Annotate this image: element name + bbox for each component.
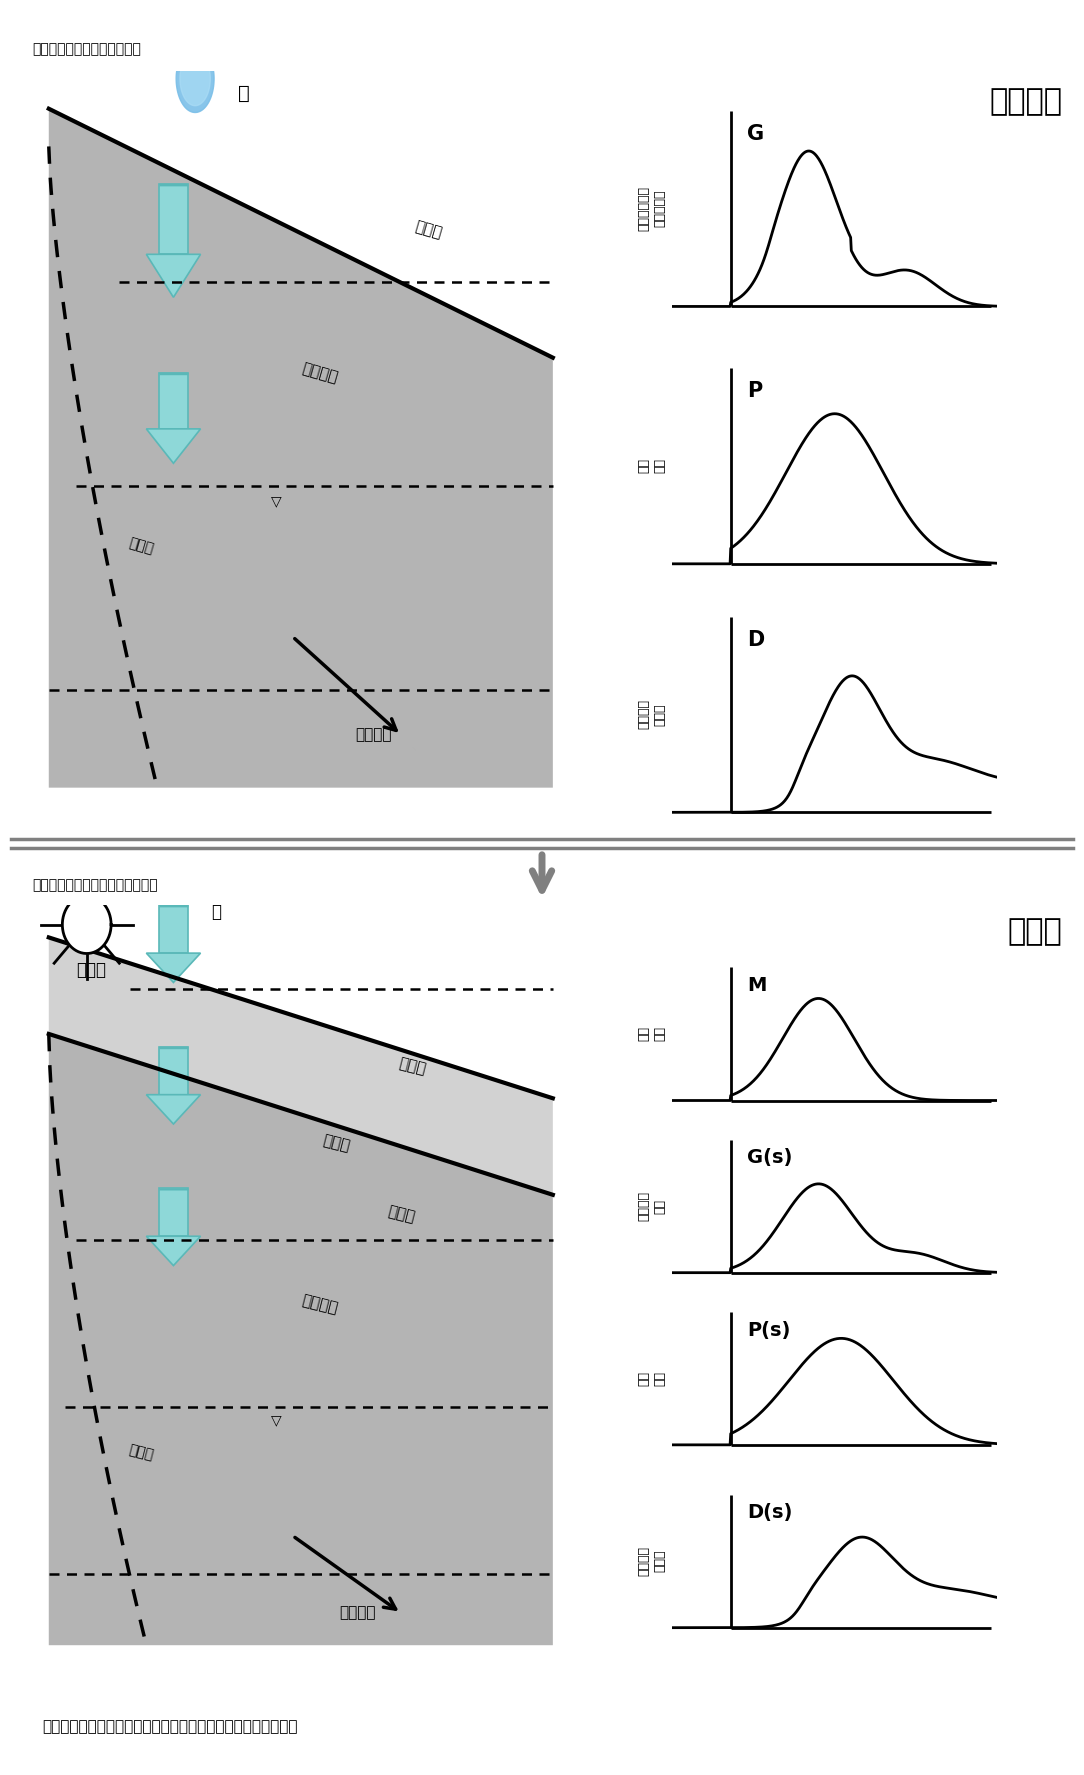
Text: 融雪
水量: 融雪 水量 bbox=[637, 1026, 667, 1042]
Text: すべり面: すべり面 bbox=[356, 728, 392, 742]
Polygon shape bbox=[177, 57, 214, 112]
Text: P(s): P(s) bbox=[747, 1321, 790, 1340]
Text: 間隙
水圧: 間隙 水圧 bbox=[637, 458, 667, 474]
Text: ＊融雪の大部分は積雪表層で発生: ＊融雪の大部分は積雪表層で発生 bbox=[33, 879, 158, 893]
Text: ▽: ▽ bbox=[271, 1413, 282, 1427]
Text: ＊気象観測露場でのイメージ: ＊気象観測露場でのイメージ bbox=[33, 43, 141, 55]
Polygon shape bbox=[146, 1235, 201, 1266]
Text: 飽和帯: 飽和帯 bbox=[127, 1443, 155, 1463]
Text: 地表面: 地表面 bbox=[386, 1203, 416, 1225]
Text: 地すべり
移動量: 地すべり 移動量 bbox=[637, 1546, 667, 1576]
Text: 積雪期: 積雪期 bbox=[1007, 918, 1062, 946]
Polygon shape bbox=[49, 1033, 553, 1645]
Text: G: G bbox=[747, 124, 764, 144]
Text: 地表到達
水量: 地表到達 水量 bbox=[637, 1191, 667, 1221]
Text: 斜面地盤: 斜面地盤 bbox=[300, 360, 339, 385]
Polygon shape bbox=[146, 953, 201, 982]
Polygon shape bbox=[180, 60, 210, 106]
Text: 融雪水: 融雪水 bbox=[76, 960, 106, 978]
Text: 斜面地盤: 斜面地盤 bbox=[300, 1292, 339, 1315]
Text: D: D bbox=[747, 630, 764, 650]
Polygon shape bbox=[146, 254, 201, 296]
Text: 風: 風 bbox=[211, 903, 221, 921]
Polygon shape bbox=[146, 1095, 201, 1124]
Text: ▽: ▽ bbox=[271, 493, 282, 508]
Polygon shape bbox=[158, 373, 189, 430]
Text: 積雪面: 積雪面 bbox=[397, 1056, 427, 1077]
Text: 図５．７　無積雪期と積雪期における雨水と融雪水の波形変化: 図５．７ 無積雪期と積雪期における雨水と融雪水の波形変化 bbox=[42, 1718, 298, 1734]
Text: 無積雪期: 無積雪期 bbox=[990, 87, 1062, 117]
Polygon shape bbox=[158, 1047, 189, 1095]
Text: すべり面: すべり面 bbox=[339, 1606, 376, 1621]
Text: 間隙
水圧: 間隙 水圧 bbox=[637, 1370, 667, 1386]
Text: M: M bbox=[747, 976, 766, 996]
Polygon shape bbox=[49, 937, 553, 1195]
Text: D(s): D(s) bbox=[747, 1503, 792, 1523]
Polygon shape bbox=[49, 108, 553, 788]
Text: 積雪層: 積雪層 bbox=[321, 1132, 351, 1154]
Text: 地表到達水量
（降雨量）: 地表到達水量 （降雨量） bbox=[637, 186, 667, 231]
Text: 雨: 雨 bbox=[238, 83, 250, 103]
Polygon shape bbox=[158, 1189, 189, 1235]
Text: P: P bbox=[747, 382, 762, 401]
Polygon shape bbox=[158, 905, 189, 953]
Polygon shape bbox=[63, 896, 112, 953]
Text: 飽和帯: 飽和帯 bbox=[127, 536, 155, 556]
Text: 地すべり
移動量: 地すべり 移動量 bbox=[637, 699, 667, 730]
Polygon shape bbox=[146, 430, 201, 463]
Polygon shape bbox=[158, 185, 189, 254]
Text: 地表面: 地表面 bbox=[413, 218, 443, 240]
Text: G(s): G(s) bbox=[747, 1148, 792, 1168]
